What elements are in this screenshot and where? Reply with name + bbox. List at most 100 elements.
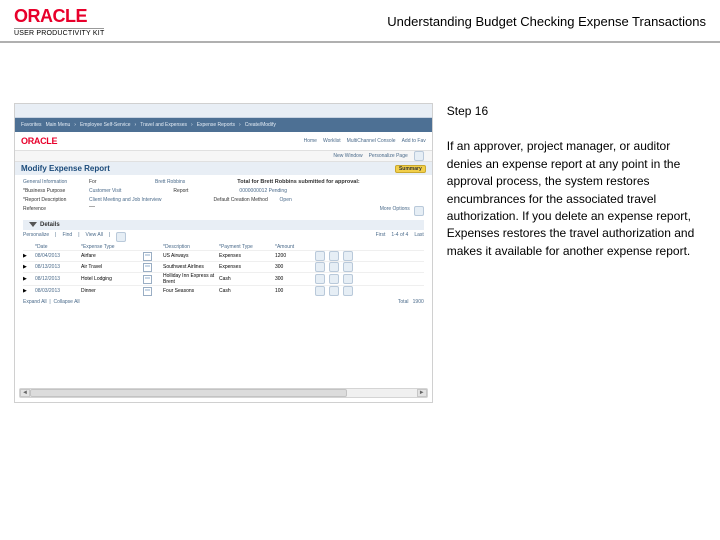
ss-th-date: *Date bbox=[35, 244, 81, 250]
ss-viewall-link[interactable]: View All bbox=[86, 232, 103, 242]
ss-help-icon[interactable] bbox=[414, 151, 424, 161]
ss-summary-button[interactable]: Summary bbox=[395, 165, 426, 173]
ss-cell-desc: Holliday Inn Express at Brent bbox=[163, 273, 219, 285]
ss-cell-pay: Expenses bbox=[219, 253, 275, 259]
logo-subtext: USER PRODUCTIVITY KIT bbox=[14, 28, 104, 37]
ss-more-options[interactable]: More Options bbox=[380, 206, 410, 216]
ss-cell-desc: Southwest Airlines bbox=[163, 264, 219, 270]
ss-crumb[interactable]: Favorites bbox=[21, 122, 42, 128]
table-row: ▶ 08/12/2013 Hotel Lodging Holliday Inn … bbox=[23, 272, 424, 285]
scroll-right-icon[interactable]: ► bbox=[417, 389, 427, 397]
ss-last-link[interactable]: Last bbox=[414, 232, 423, 242]
delete-row-icon[interactable] bbox=[343, 251, 353, 261]
ss-go-icon[interactable] bbox=[414, 206, 424, 216]
ss-general-info[interactable]: General Information bbox=[23, 179, 85, 185]
scroll-thumb[interactable] bbox=[30, 389, 347, 397]
ss-total-label: Total bbox=[398, 299, 409, 305]
add-row-icon[interactable] bbox=[329, 262, 339, 272]
ss-new-window-link[interactable]: New Window bbox=[333, 153, 362, 159]
ss-expand-all[interactable]: Expand All bbox=[23, 299, 47, 305]
ss-expense-table: *Date *Expense Type *Description *Paymen… bbox=[23, 244, 424, 296]
ss-cell-type: Air Travel bbox=[81, 264, 143, 270]
calendar-icon[interactable] bbox=[143, 252, 152, 261]
ss-section-title: Modify Expense Report Summary bbox=[15, 162, 432, 175]
ss-link-mcc[interactable]: MultiChannel Console bbox=[347, 138, 396, 144]
ss-cell-date[interactable]: 08/13/2013 bbox=[35, 264, 81, 270]
add-row-icon[interactable] bbox=[329, 251, 339, 261]
ss-window-titlebar bbox=[15, 104, 432, 118]
scroll-left-icon[interactable]: ◄ bbox=[20, 389, 30, 397]
ss-horizontal-scrollbar[interactable]: ◄ ► bbox=[19, 388, 428, 398]
page-header: ORACLE USER PRODUCTIVITY KIT Understandi… bbox=[0, 0, 720, 43]
ss-title-text: Modify Expense Report bbox=[21, 164, 110, 173]
ss-report-label: Report bbox=[173, 188, 235, 194]
content-area: Favorites Main Menu › Employee Self-Serv… bbox=[0, 43, 720, 417]
ss-details-header: Details bbox=[23, 220, 424, 230]
ss-total-label: Total for Brett Robbins submitted for ap… bbox=[237, 179, 359, 185]
calendar-icon[interactable] bbox=[143, 287, 152, 296]
ss-cell-pay: Cash bbox=[219, 288, 275, 294]
receipt-icon[interactable] bbox=[315, 274, 325, 284]
step-body: If an approver, project manager, or audi… bbox=[447, 138, 706, 260]
ss-for-label: For bbox=[89, 179, 151, 185]
page-title: Understanding Budget Checking Expense Tr… bbox=[387, 14, 706, 29]
ss-form-body: General Information For Brett Robbins To… bbox=[15, 175, 432, 312]
ss-crumb[interactable]: Expense Reports bbox=[197, 122, 235, 128]
receipt-icon[interactable] bbox=[315, 262, 325, 272]
ss-cell-date[interactable]: 08/12/2013 bbox=[35, 276, 81, 282]
ss-cell-pay: Cash bbox=[219, 276, 275, 282]
ss-purpose-label: *Business Purpose bbox=[23, 188, 85, 194]
ss-breadcrumb-bar: Favorites Main Menu › Employee Self-Serv… bbox=[15, 118, 432, 132]
ss-details-title: Details bbox=[40, 222, 60, 228]
ss-cell-pay: Expenses bbox=[219, 264, 275, 270]
ss-desc-value: Client Meeting and Job Interview bbox=[89, 197, 162, 203]
ss-cell-type: Airfare bbox=[81, 253, 143, 259]
logo-block: ORACLE USER PRODUCTIVITY KIT bbox=[14, 6, 104, 37]
ss-link-fav[interactable]: Add to Fav bbox=[402, 138, 426, 144]
ss-crumb[interactable]: Travel and Expenses bbox=[140, 122, 187, 128]
ss-personalize-link[interactable]: Personalize bbox=[23, 232, 49, 242]
ss-table-footer: Expand All | Collapse All Total 1900 bbox=[23, 296, 424, 308]
ss-cell-type: Hotel Lodging bbox=[81, 276, 143, 282]
delete-row-icon[interactable] bbox=[343, 286, 353, 296]
ss-range: 1-4 of 4 bbox=[391, 232, 408, 242]
ss-link-worklist[interactable]: Worklist bbox=[323, 138, 341, 144]
ss-link-home[interactable]: Home bbox=[304, 138, 317, 144]
table-row: ▶ 08/13/2013 Air Travel Southwest Airlin… bbox=[23, 261, 424, 272]
ss-cell-amt: 100 bbox=[275, 288, 315, 294]
ss-cell-date[interactable]: 08/04/2013 bbox=[35, 253, 81, 259]
ss-personalize-link[interactable]: Personalize Page bbox=[369, 153, 408, 159]
ss-th-pay: *Payment Type bbox=[219, 244, 275, 250]
ss-cell-date[interactable]: 08/03/2013 bbox=[35, 288, 81, 294]
ss-for-value: Brett Robbins bbox=[155, 179, 185, 185]
delete-row-icon[interactable] bbox=[343, 262, 353, 272]
ss-find-link[interactable]: Find bbox=[62, 232, 72, 242]
ss-oracle-logo: ORACLE bbox=[21, 136, 57, 146]
calendar-icon[interactable] bbox=[143, 275, 152, 284]
step-number: Step 16 bbox=[447, 103, 706, 120]
ss-cell-amt: 300 bbox=[275, 264, 315, 270]
ss-cell-type: Dinner bbox=[81, 288, 143, 294]
scroll-track[interactable] bbox=[30, 389, 417, 397]
receipt-icon[interactable] bbox=[315, 286, 325, 296]
ss-user-row: New Window Personalize Page bbox=[15, 150, 432, 162]
ss-crumb[interactable]: Main Menu bbox=[46, 122, 71, 128]
add-row-icon[interactable] bbox=[329, 286, 339, 296]
ss-total-value: 1900 bbox=[413, 299, 424, 305]
ss-crumb[interactable]: Create/Modify bbox=[245, 122, 276, 128]
ss-first-link[interactable]: First bbox=[376, 232, 386, 242]
ss-collapse-all[interactable]: Collapse All bbox=[54, 299, 80, 305]
instruction-panel: Step 16 If an approver, project manager,… bbox=[447, 103, 706, 403]
ss-crumb[interactable]: Employee Self-Service bbox=[80, 122, 131, 128]
add-row-icon[interactable] bbox=[329, 274, 339, 284]
ss-collapse-icon[interactable] bbox=[29, 222, 37, 227]
ss-grid-icon[interactable] bbox=[116, 232, 126, 242]
ss-reference-label: Reference bbox=[23, 206, 85, 216]
ss-report-value: 0000000012 Pending bbox=[239, 188, 287, 194]
table-row: ▶ 08/04/2013 Airfare US Airways Expenses… bbox=[23, 250, 424, 261]
ss-th-desc: *Description bbox=[163, 244, 219, 250]
calendar-icon[interactable] bbox=[143, 263, 152, 272]
embedded-screenshot: Favorites Main Menu › Employee Self-Serv… bbox=[14, 103, 433, 403]
delete-row-icon[interactable] bbox=[343, 274, 353, 284]
receipt-icon[interactable] bbox=[315, 251, 325, 261]
